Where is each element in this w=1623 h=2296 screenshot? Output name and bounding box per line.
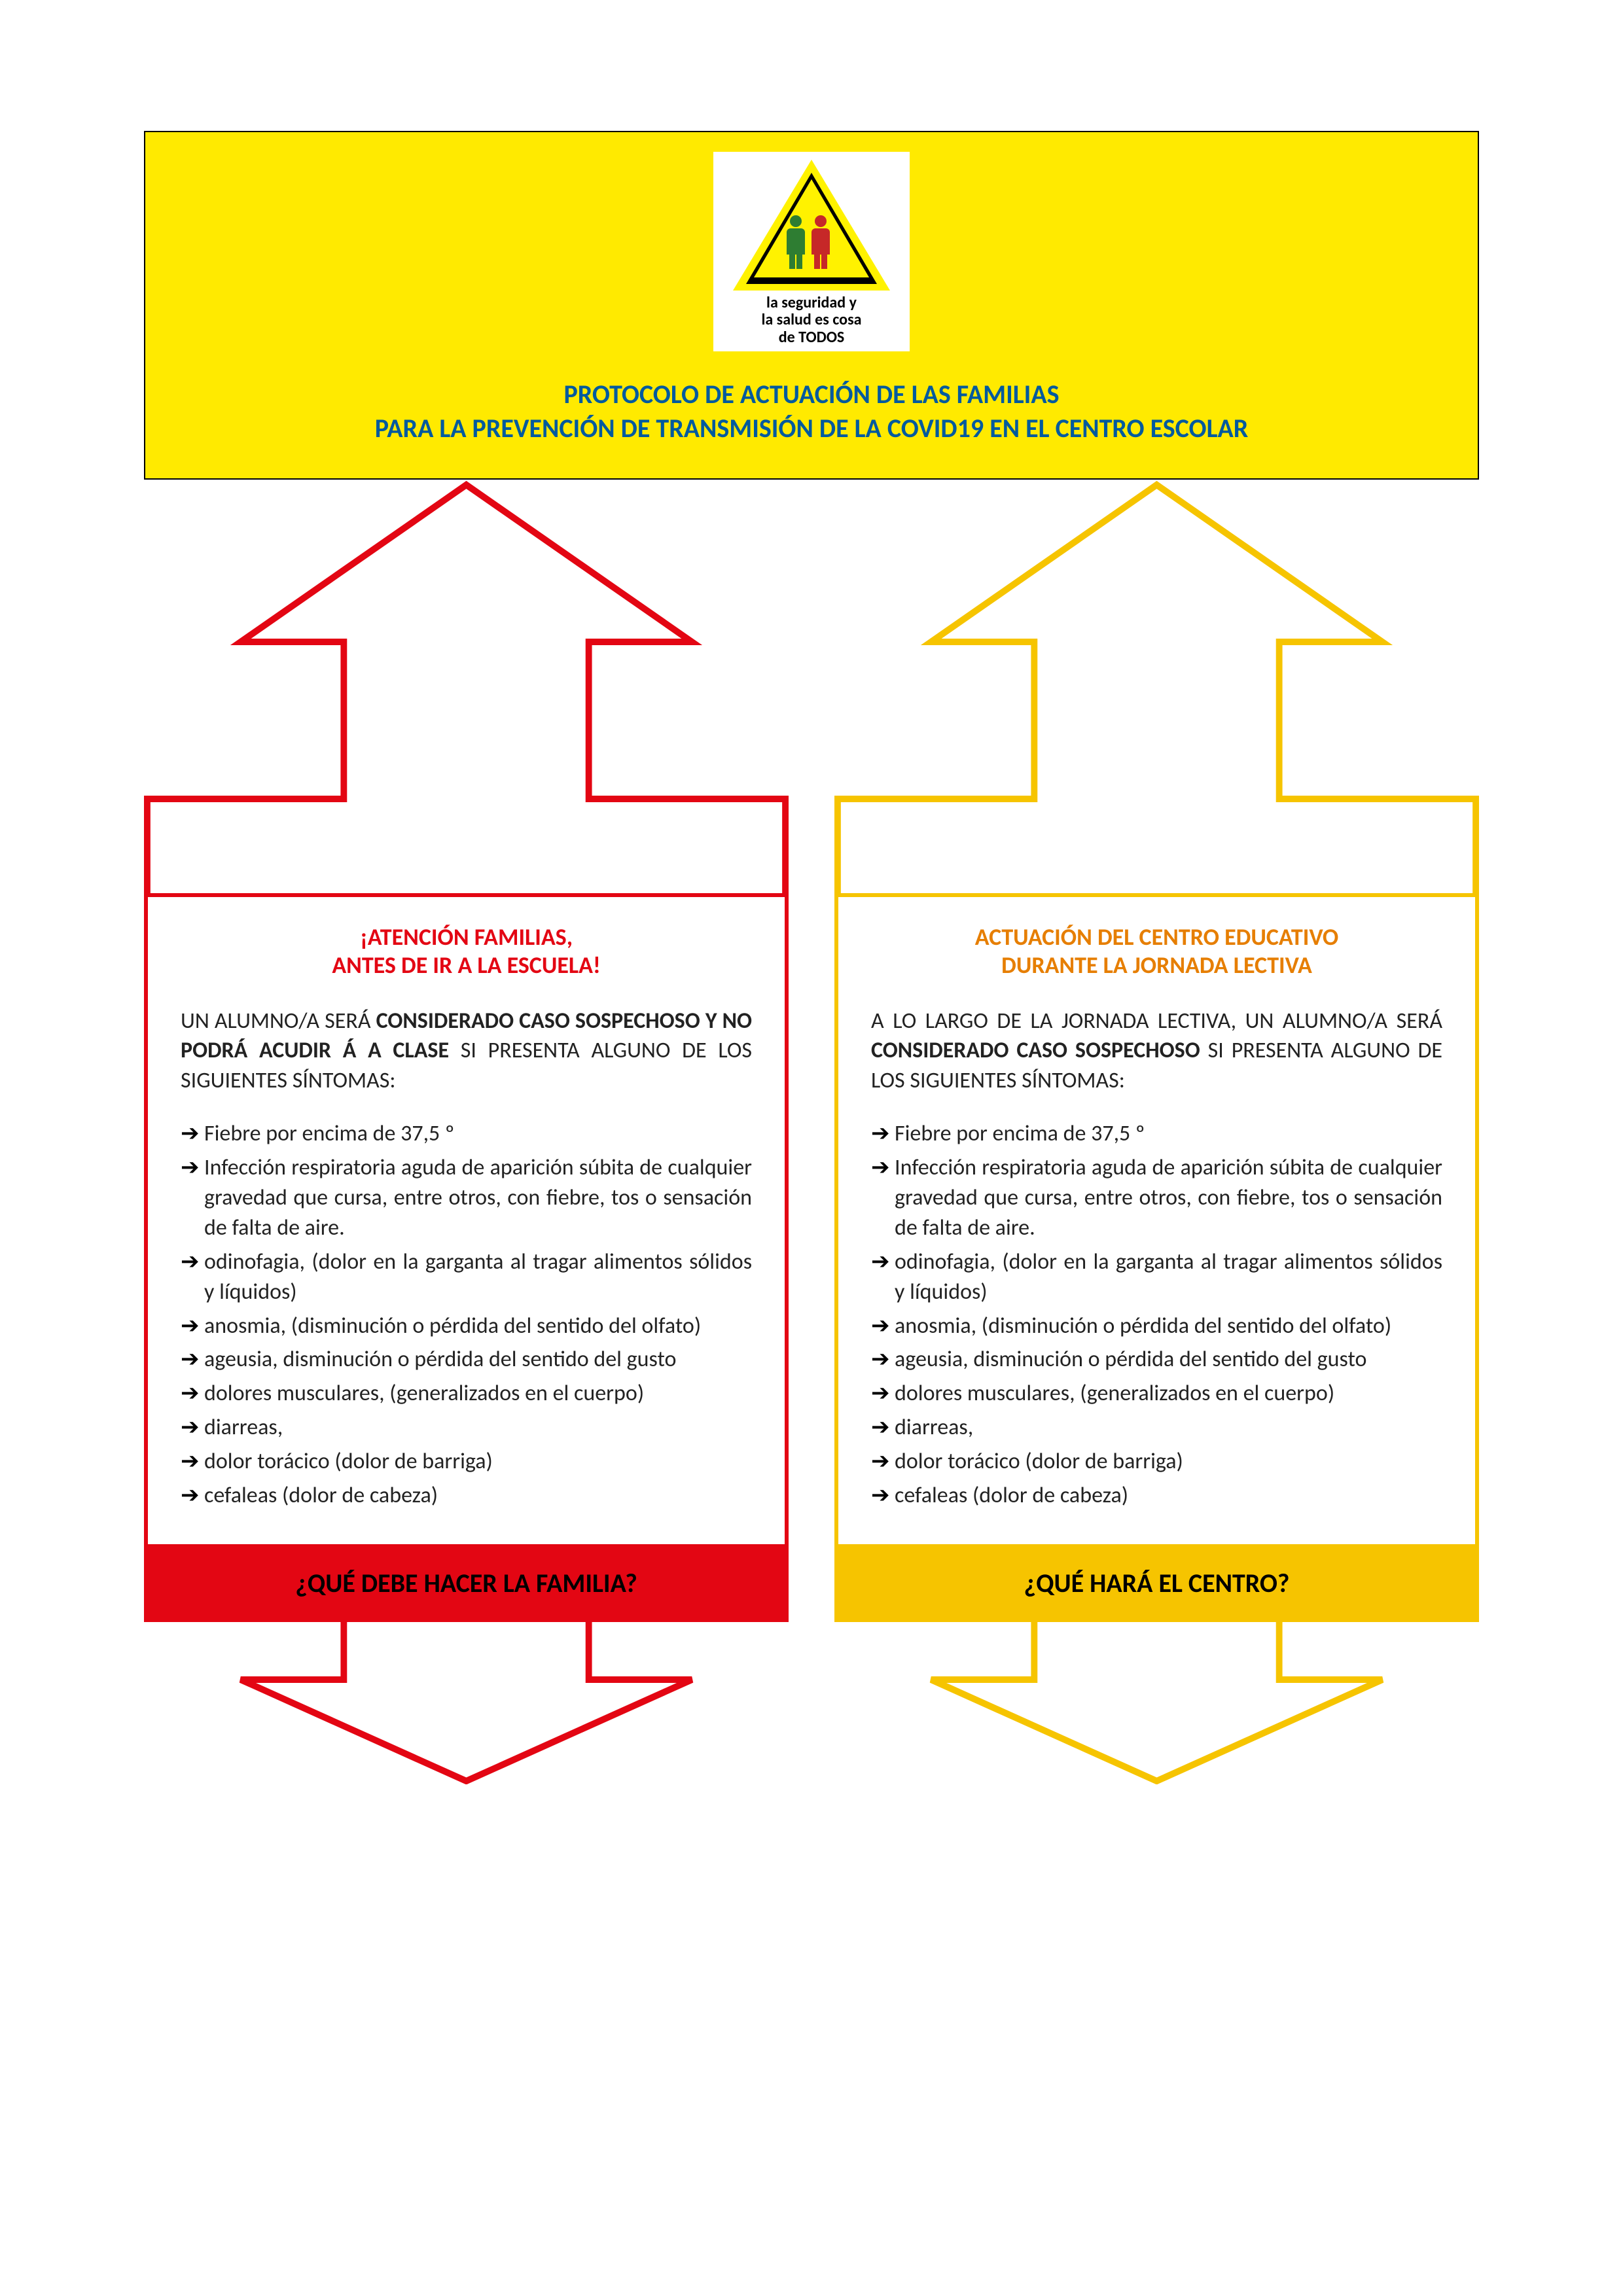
right-intro-bold: CONSIDERADO CASO SOSPECHOSO (871, 1037, 1200, 1064)
left-intro-pre: UN ALUMNO/A SERÁ (181, 1008, 376, 1034)
header-title-line2: PARA LA PREVENCIÓN DE TRANSMISIÓN DE LA … (171, 412, 1452, 446)
symptom-item: anosmia, (disminución o pérdida del sent… (871, 1311, 1442, 1341)
header-box: la seguridad y la salud es cosa de TODOS… (144, 131, 1479, 480)
symptom-item: ageusia, disminución o pérdida del senti… (181, 1345, 752, 1375)
columns-container: ¡ATENCIÓN FAMILIAS, ANTES DE IR A LA ESC… (144, 480, 1479, 1784)
left-heading: ¡ATENCIÓN FAMILIAS, ANTES DE IR A LA ESC… (181, 923, 752, 980)
logo-text-line2: la salud es cosa (733, 311, 890, 328)
down-arrow-red-icon (144, 1621, 789, 1784)
symptom-item: Fiebre por encima de 37,5 º (181, 1119, 752, 1149)
header-title-line1: PROTOCOLO DE ACTUACIÓN DE LAS FAMILIAS (171, 378, 1452, 412)
symptom-item: Infección respiratoria aguda de aparició… (871, 1153, 1442, 1243)
logo-text: la seguridad y la salud es cosa de TODOS (733, 294, 890, 346)
symptom-item: odinofagia, (dolor en la garganta al tra… (871, 1247, 1442, 1307)
left-heading-line2: ANTES DE IR A LA ESCUELA! (181, 951, 752, 980)
symptom-item: dolores musculares, (generalizados en el… (181, 1379, 752, 1409)
right-footer-text: ¿QUÉ HARÁ EL CENTRO? (1024, 1567, 1290, 1599)
symptom-item: diarreas, (181, 1413, 752, 1443)
symptom-item: anosmia, (disminución o pérdida del sent… (181, 1311, 752, 1341)
symptom-item: Infección respiratoria aguda de aparició… (181, 1153, 752, 1243)
symptom-item: odinofagia, (dolor en la garganta al tra… (181, 1247, 752, 1307)
right-content-box: ACTUACIÓN DEL CENTRO EDUCATIVO DURANTE L… (834, 893, 1479, 1548)
symptom-item: cefaleas (dolor de cabeza) (871, 1481, 1442, 1511)
right-heading-line1: ACTUACIÓN DEL CENTRO EDUCATIVO (871, 923, 1442, 951)
right-symptom-list: Fiebre por encima de 37,5 º Infección res… (871, 1119, 1442, 1511)
up-arrow-red-icon (144, 478, 789, 897)
symptom-item: ageusia, disminución o pérdida del senti… (871, 1345, 1442, 1375)
logo-text-line1: la seguridad y (733, 294, 890, 311)
right-intro-pre: A LO LARGO DE LA JORNADA LECTIVA, UN ALU… (871, 1008, 1442, 1034)
right-footer-bar: ¿QUÉ HARÁ EL CENTRO? (834, 1544, 1479, 1622)
left-footer-text: ¿QUÉ DEBE HACER LA FAMILIA? (295, 1567, 637, 1599)
right-intro: A LO LARGO DE LA JORNADA LECTIVA, UN ALU… (871, 1006, 1442, 1097)
symptom-item: Fiebre por encima de 37,5 º (871, 1119, 1442, 1149)
logo-text-line3: de TODOS (733, 329, 890, 346)
safety-logo: la seguridad y la salud es cosa de TODOS (713, 152, 910, 351)
left-intro: UN ALUMNO/A SERÁ CONSIDERADO CASO SOSPEC… (181, 1006, 752, 1097)
symptom-item: cefaleas (dolor de cabeza) (181, 1481, 752, 1511)
symptom-item: diarreas, (871, 1413, 1442, 1443)
symptom-item: dolor torácico (dolor de barriga) (871, 1447, 1442, 1477)
right-column: ACTUACIÓN DEL CENTRO EDUCATIVO DURANTE L… (834, 480, 1479, 1784)
down-arrow-yellow-icon (834, 1621, 1479, 1784)
symptom-item: dolores musculares, (generalizados en el… (871, 1379, 1442, 1409)
symptom-item: dolor torácico (dolor de barriga) (181, 1447, 752, 1477)
left-heading-line1: ¡ATENCIÓN FAMILIAS, (181, 923, 752, 951)
right-heading: ACTUACIÓN DEL CENTRO EDUCATIVO DURANTE L… (871, 923, 1442, 980)
left-content-box: ¡ATENCIÓN FAMILIAS, ANTES DE IR A LA ESC… (144, 893, 789, 1548)
left-symptom-list: Fiebre por encima de 37,5 º Infección res… (181, 1119, 752, 1511)
left-column: ¡ATENCIÓN FAMILIAS, ANTES DE IR A LA ESC… (144, 480, 789, 1784)
header-title: PROTOCOLO DE ACTUACIÓN DE LAS FAMILIAS P… (171, 378, 1452, 446)
up-arrow-yellow-icon (834, 478, 1479, 897)
right-heading-line2: DURANTE LA JORNADA LECTIVA (871, 951, 1442, 980)
left-footer-bar: ¿QUÉ DEBE HACER LA FAMILIA? (144, 1544, 789, 1622)
